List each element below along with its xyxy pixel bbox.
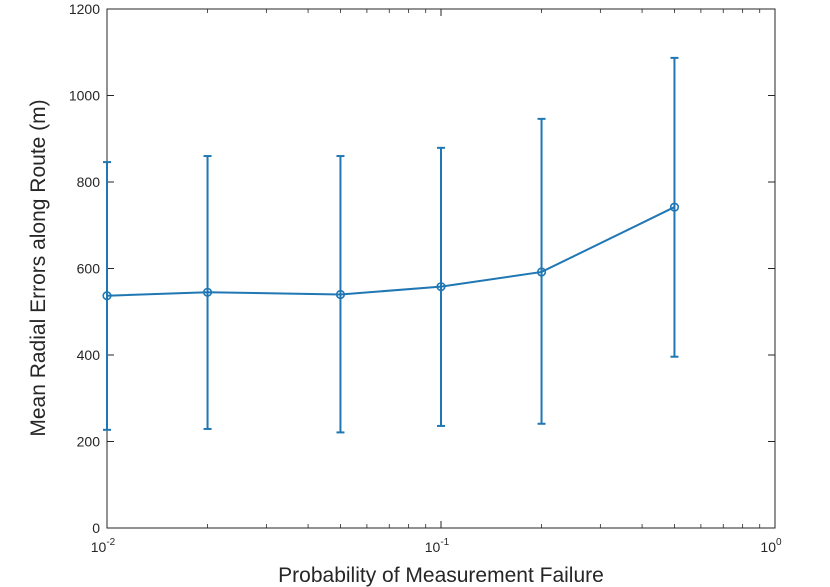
data-point-marker [335, 289, 346, 300]
x-tick-exponent: -2 [106, 537, 115, 548]
x-tick-base: 10 [425, 539, 441, 555]
x-tick-label: 100 [760, 537, 782, 555]
y-axis-label: Mean Radial Errors along Route (m) [27, 99, 50, 436]
y-tick-label: 1200 [69, 1, 100, 17]
data-point-marker [202, 287, 213, 297]
data-point-marker [669, 202, 680, 212]
x-tick-base: 10 [760, 539, 776, 555]
data-point-marker [436, 282, 446, 292]
y-tick-label: 1000 [69, 88, 100, 104]
x-tick-exponent: 0 [776, 537, 782, 548]
x-tick-label: 10-1 [425, 537, 450, 555]
series-group [102, 56, 680, 434]
x-tick-base: 10 [91, 539, 107, 555]
x-axis-label: Probability of Measurement Failure [278, 564, 604, 587]
y-tick-label: 400 [77, 347, 101, 363]
x-tick-label: 10-2 [91, 537, 116, 555]
data-point-marker [102, 291, 112, 301]
y-tick-label: 0 [92, 520, 100, 536]
data-point-marker [536, 267, 547, 277]
y-tick-label: 600 [77, 261, 101, 277]
x-tick-exponent: -1 [440, 537, 449, 548]
y-tick-label: 200 [77, 434, 101, 450]
y-tick-label: 800 [77, 174, 101, 190]
series-line [106, 206, 675, 297]
